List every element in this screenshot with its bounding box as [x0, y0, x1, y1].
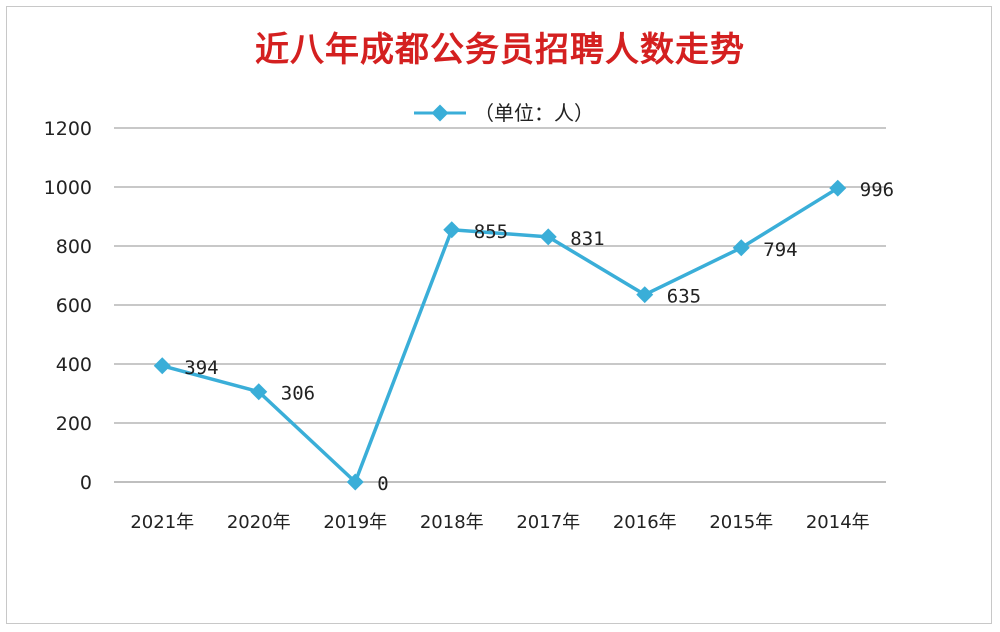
x-tick-2: 2019年: [323, 512, 387, 533]
data-label-4: 831: [570, 228, 604, 250]
y-tick-200: 200: [56, 413, 92, 435]
x-tick-5: 2016年: [613, 512, 677, 533]
data-label-0: 394: [184, 357, 218, 379]
data-label-5: 635: [667, 286, 701, 308]
x-tick-0: 2021年: [130, 512, 194, 533]
y-tick-600: 600: [56, 295, 92, 317]
x-tick-6: 2015年: [709, 512, 773, 533]
y-tick-labels: 0 200 400 600 800 1000 1200: [44, 118, 92, 494]
legend: （单位：人）: [414, 101, 594, 125]
series-line: [161, 186, 839, 484]
data-label-7: 996: [860, 179, 894, 201]
chart-frame: [6, 6, 992, 624]
x-tick-3: 2018年: [420, 512, 484, 533]
data-point-7: [829, 179, 847, 197]
data-point-1: [250, 383, 268, 401]
data-point-6: [732, 239, 750, 257]
y-tick-400: 400: [56, 354, 92, 376]
data-labels: 394 306 0 855 831 635 794 996: [184, 179, 894, 495]
data-point-2: [346, 473, 364, 491]
legend-marker-swatch: [431, 104, 449, 122]
data-point-0: [153, 357, 171, 375]
x-tick-4: 2017年: [516, 512, 580, 533]
gridlines: [114, 127, 886, 483]
series-markers: [153, 179, 847, 491]
x-tick-1: 2020年: [227, 512, 291, 533]
data-label-1: 306: [281, 383, 315, 405]
data-label-3: 855: [474, 221, 508, 243]
y-tick-1200: 1200: [44, 118, 92, 140]
y-tick-1000: 1000: [44, 177, 92, 199]
data-point-4: [539, 228, 557, 246]
x-tick-labels: 2021年 2020年 2019年 2018年 2017年 2016年 2015年 2014年: [130, 512, 869, 533]
x-tick-7: 2014年: [806, 512, 870, 533]
legend-label: （单位：人）: [474, 101, 594, 125]
y-tick-0: 0: [80, 472, 92, 494]
y-tick-800: 800: [56, 236, 92, 258]
data-point-5: [636, 286, 654, 304]
data-label-2: 0: [377, 473, 388, 495]
series-line-path: [161, 186, 839, 484]
data-point-3: [443, 221, 461, 239]
data-label-6: 794: [763, 239, 797, 261]
chart-title: 近八年成都公务员招聘人数走势: [255, 30, 745, 70]
